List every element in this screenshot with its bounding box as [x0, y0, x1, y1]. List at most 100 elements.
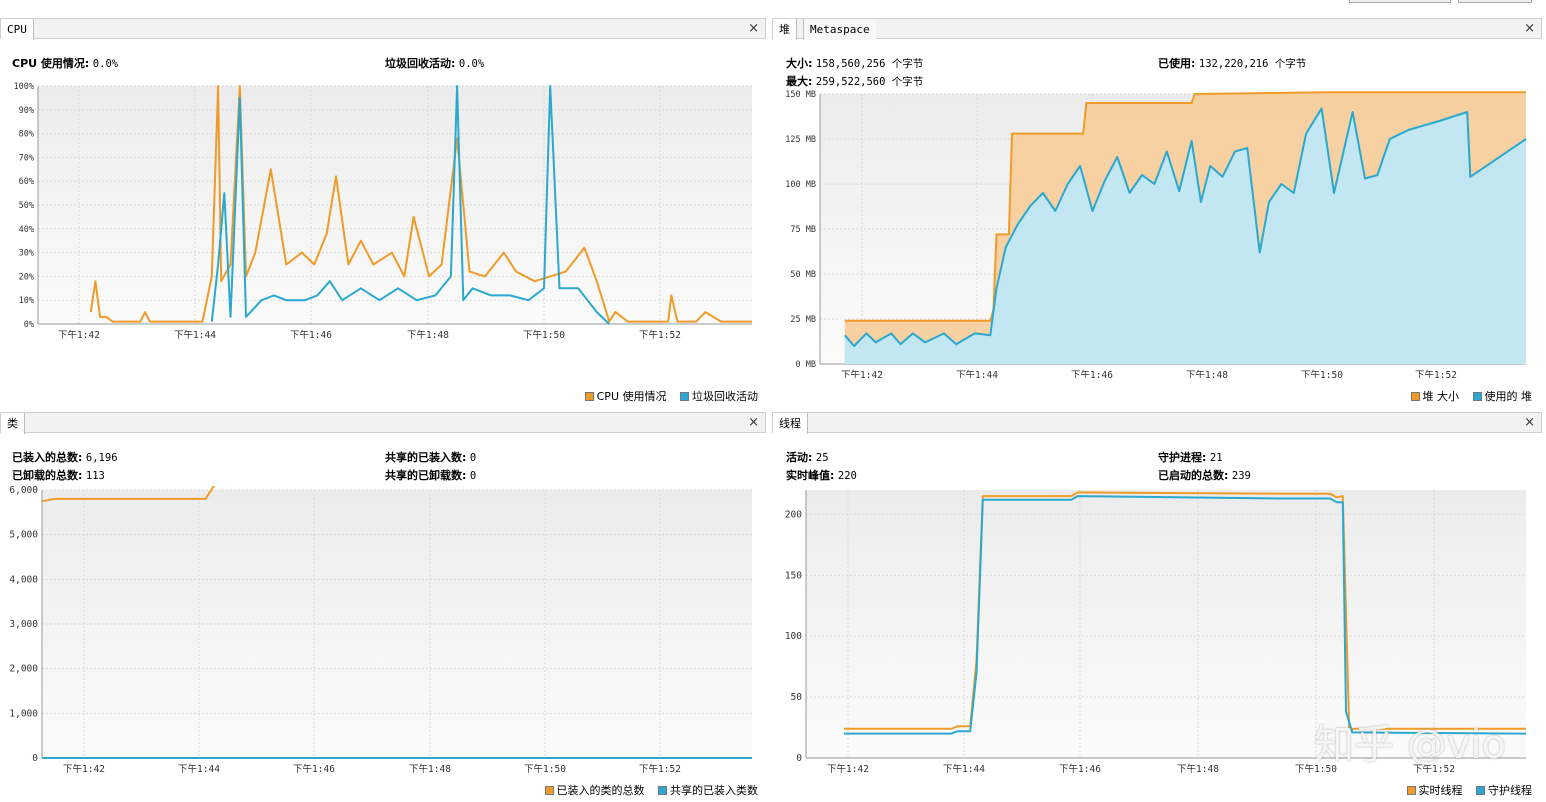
close-icon[interactable]: × [1524, 415, 1535, 430]
y-tick-label: 5,000 [9, 530, 38, 541]
y-tick-label: 3,000 [9, 619, 38, 630]
cpu-usage-label: CPU 使用情况: [12, 57, 90, 70]
tab-heap[interactable]: 堆 [773, 19, 797, 40]
shared-loaded-stat: 共享的已装入数: 0 [385, 449, 476, 465]
x-tick-label: 下午1:52 [639, 763, 681, 775]
cpu-titlebar: CPU × [0, 18, 766, 40]
heap-legend: 堆 大小 使用的 堆 [1401, 388, 1533, 404]
y-tick-label: 75 MB [790, 225, 816, 235]
heap-used-label: 已使用: [1158, 57, 1196, 70]
cpu-usage-stat: CPU 使用情况: 0.0% [12, 55, 118, 71]
x-tick-label: 下午1:50 [1301, 369, 1343, 378]
series-line-1 [844, 107, 1527, 347]
legend-swatch-cpu [584, 392, 594, 401]
gc-activity-stat: 垃圾回收活动: 0.0% [385, 55, 484, 71]
watermark: 知乎 @vio [1314, 722, 1506, 768]
x-tick-label: 下午1:46 [290, 329, 332, 341]
y-tick-label: 0 MB [796, 360, 816, 370]
unloaded-classes-label: 已卸载的总数: [12, 469, 83, 482]
threads-panel: 线程 × 活动: 25 实时峰值: 220 守护进程: 21 已启动的总数: 2… [772, 412, 1542, 802]
x-tick-label: 下午1:44 [174, 329, 216, 341]
heap-used-stat: 已使用: 132,220,216 个字节 [1158, 55, 1306, 71]
classes-legend: 已装入的类的总数 共享的已装入类数 [535, 782, 758, 798]
y-tick-label: 30% [19, 249, 34, 259]
shared-unloaded-label: 共享的已卸载数: [385, 469, 467, 482]
live-threads-label: 活动: [786, 451, 813, 464]
heap-max-value: 259,522,560 个字节 [815, 76, 924, 88]
x-tick-label: 下午1:44 [178, 763, 220, 775]
y-tick-label: 10% [19, 296, 34, 306]
legend-label-loaded: 已装入的类的总数 [556, 784, 645, 797]
daemon-threads-value: 21 [1209, 452, 1223, 464]
x-tick-label: 下午1:42 [827, 763, 869, 775]
tab-classes[interactable]: 类 [1, 413, 25, 434]
x-tick-label: 下午1:48 [1177, 763, 1219, 775]
y-tick-label: 6,000 [9, 486, 38, 496]
gc-activity-value: 0.0% [458, 58, 485, 70]
threads-chart: 0 50 100 150 200 下午1:42 下午1:44 下午1:46 下午1:48 下午1:… [785, 490, 1527, 775]
legend-label-live: 实时线程 [1418, 784, 1463, 797]
tab-cpu[interactable]: CPU [1, 19, 34, 40]
live-threads-stat: 活动: 25 [786, 449, 829, 465]
legend-label-heap-size: 堆 大小 [1422, 390, 1460, 403]
cpu-chart: 0% 10% 20% 30% 40% 50% 60% 70% 80% 90% 100% 下午1:42 下… [14, 82, 752, 341]
x-tick-label: 下午1:48 [1186, 369, 1228, 378]
x-tick-label: 下午1:46 [293, 763, 335, 775]
legend-label-shared: 共享的已装入类数 [670, 784, 758, 797]
loaded-classes-value: 6,196 [85, 452, 118, 464]
close-icon[interactable]: × [748, 415, 759, 430]
y-tick-label: 100 MB [785, 180, 816, 190]
threads-legend: 实时线程 守护线程 [1397, 782, 1532, 798]
peak-threads-stat: 实时峰值: 220 [786, 467, 857, 483]
y-tick-label: 150 [785, 570, 802, 581]
y-tick-label: 100% [14, 82, 34, 92]
y-tick-label: 50% [19, 201, 34, 211]
y-tick-label: 0 [796, 753, 802, 764]
legend-label-daemon: 守护线程 [1488, 784, 1532, 797]
x-tick-label: 下午1:50 [1295, 763, 1337, 775]
live-threads-value: 25 [815, 452, 829, 464]
series-line-1 [843, 495, 1527, 735]
started-threads-value: 239 [1231, 470, 1251, 482]
close-icon[interactable]: × [748, 21, 759, 36]
y-tick-label: 2,000 [9, 664, 38, 675]
x-tick-label: 下午1:42 [841, 369, 883, 378]
y-tick-label: 0% [24, 320, 34, 330]
threads-titlebar: 线程 × [772, 412, 1542, 434]
legend-swatch-shared [658, 786, 667, 795]
heap-titlebar: 堆 Metaspace × [772, 18, 1542, 40]
legend-label-heap-used: 使用的 堆 [1484, 390, 1533, 403]
top-toolbar-button-2[interactable] [1458, 0, 1532, 3]
x-tick-label: 下午1:46 [1059, 763, 1101, 775]
shared-loaded-label: 共享的已装入数: [385, 451, 467, 464]
legend-label-cpu: CPU 使用情况 [596, 390, 667, 403]
started-threads-stat: 已启动的总数: 239 [1158, 467, 1251, 483]
classes-chart: 0 1,000 2,000 3,000 4,000 5,000 6,000 下午1:42 下午1… [9, 486, 752, 775]
tab-metaspace[interactable]: Metaspace [803, 19, 876, 40]
close-icon[interactable]: × [1524, 21, 1535, 36]
cpu-panel: CPU × CPU 使用情况: 0.0% 垃圾回收活动: 0.0% 0% 10% 2… [0, 18, 766, 408]
y-tick-label: 90% [19, 106, 34, 116]
y-tick-label: 80% [19, 130, 34, 140]
y-tick-label: 25 MB [790, 315, 816, 325]
loaded-classes-label: 已装入的总数: [12, 451, 83, 464]
heap-max-stat: 最大: 259,522,560 个字节 [786, 73, 923, 89]
peak-threads-label: 实时峰值: [786, 469, 835, 482]
shared-unloaded-value: 0 [469, 470, 477, 482]
series-line-0 [89, 85, 752, 323]
x-tick-label: 下午1:44 [956, 369, 998, 378]
tab-threads[interactable]: 线程 [773, 413, 808, 434]
shared-loaded-value: 0 [469, 452, 477, 464]
top-toolbar-button-1[interactable] [1349, 0, 1451, 3]
plot-area [42, 490, 752, 758]
y-tick-label: 1,000 [9, 708, 38, 719]
gc-activity-label: 垃圾回收活动: [385, 57, 456, 70]
series-line-1 [210, 85, 610, 325]
y-tick-label: 150 MB [785, 90, 816, 100]
heap-size-label: 大小: [786, 57, 813, 70]
y-tick-label: 4,000 [9, 574, 38, 585]
legend-swatch-heap-size [1410, 392, 1420, 401]
x-tick-label: 下午1:52 [1415, 369, 1457, 378]
y-tick-label: 100 [785, 631, 802, 642]
loaded-classes-stat: 已装入的总数: 6,196 [12, 449, 118, 465]
